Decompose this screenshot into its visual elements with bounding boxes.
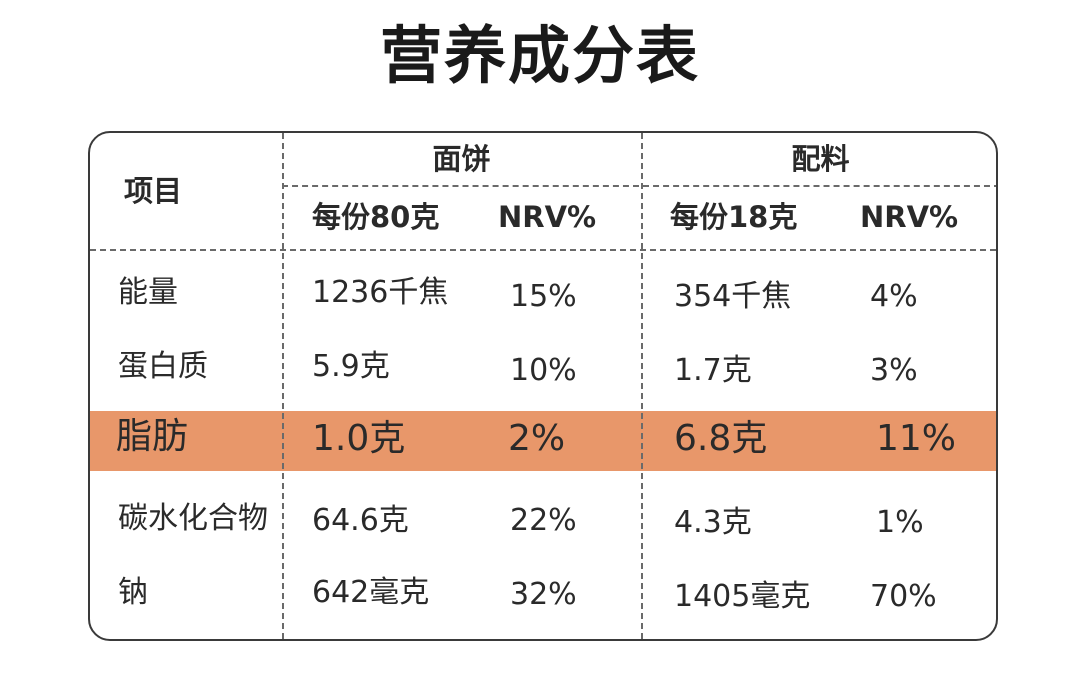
seasoning-nrv: 1% <box>876 505 924 540</box>
page-title: 营养成分表 <box>379 19 700 92</box>
seasoning-amount: 4.3克 <box>674 505 752 540</box>
header-divider-main <box>90 249 996 251</box>
highlight-row-band <box>90 411 996 471</box>
nrv-header-seasoning: NRV% <box>860 200 959 234</box>
noodle-nrv: 2% <box>508 418 566 459</box>
seasoning-amount: 6.8克 <box>674 418 768 459</box>
noodle-nrv: 22% <box>510 503 577 538</box>
seasoning-amount: 1405毫克 <box>674 579 811 614</box>
noodle-amount: 64.6克 <box>312 503 409 538</box>
header-divider-sub <box>282 185 996 187</box>
row-item-label: 钠 <box>118 575 148 610</box>
group-header-seasoning: 配料 <box>791 142 850 176</box>
seasoning-nrv: 3% <box>870 353 918 388</box>
seasoning-nrv: 4% <box>870 279 918 314</box>
noodle-amount: 642毫克 <box>312 575 430 610</box>
noodle-nrv: 32% <box>510 577 577 612</box>
nutrition-table: 项目 面饼 配料 每份80克 NRV% 每份18克 NRV% 能量 1236千焦… <box>88 131 998 641</box>
noodle-nrv: 15% <box>510 279 577 314</box>
row-item-label: 碳水化合物 <box>118 501 268 536</box>
group-header-noodle: 面饼 <box>432 142 491 176</box>
column-divider-group <box>641 133 643 639</box>
row-item-label: 脂肪 <box>116 416 189 457</box>
seasoning-nrv: 70% <box>870 579 937 614</box>
noodle-amount: 1.0克 <box>312 418 406 459</box>
nrv-header-noodle: NRV% <box>498 200 597 234</box>
row-item-label: 能量 <box>118 275 178 310</box>
seasoning-amount: 354千焦 <box>674 279 792 314</box>
seasoning-nrv: 11% <box>876 418 957 459</box>
noodle-amount: 5.9克 <box>312 349 390 384</box>
noodle-amount: 1236千焦 <box>312 275 449 310</box>
serving-header-seasoning: 每份18克 <box>670 200 798 234</box>
item-header: 项目 <box>124 174 183 208</box>
seasoning-amount: 1.7克 <box>674 353 752 388</box>
row-item-label: 蛋白质 <box>118 349 208 384</box>
serving-header-noodle: 每份80克 <box>312 200 440 234</box>
column-divider-item <box>282 133 284 639</box>
noodle-nrv: 10% <box>510 353 577 388</box>
